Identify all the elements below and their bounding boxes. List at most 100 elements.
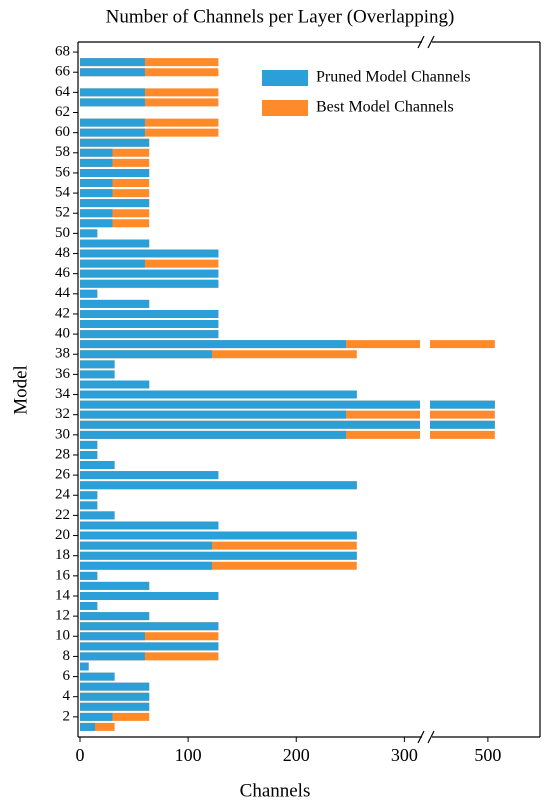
y-tick-label: 48 (55, 245, 70, 261)
bar (80, 128, 145, 137)
bar (80, 309, 219, 318)
x-tick-label: 500 (474, 745, 501, 765)
bar (80, 179, 113, 188)
y-tick-label: 46 (55, 265, 71, 281)
bar (80, 88, 145, 97)
x-tick-label: 200 (283, 745, 310, 765)
y-tick-label: 56 (55, 164, 71, 180)
x-tick-label: 0 (76, 745, 85, 765)
bar (80, 430, 346, 439)
bar (80, 662, 89, 671)
bar (80, 360, 115, 369)
bar (80, 158, 113, 167)
plot-area (80, 58, 495, 731)
legend-label: Best Model Channels (316, 99, 454, 116)
x-tick-label: 100 (175, 745, 202, 765)
bar (80, 320, 219, 329)
bar (80, 249, 219, 258)
bar (80, 672, 115, 681)
bar (80, 330, 219, 339)
y-tick-label: 62 (55, 104, 70, 120)
bar (80, 189, 113, 198)
y-tick-label: 32 (55, 406, 70, 422)
bar (80, 138, 150, 147)
bar (80, 118, 145, 127)
y-tick-label: 30 (55, 426, 70, 442)
y-tick-label: 24 (55, 487, 71, 503)
y-tick-label: 64 (55, 84, 71, 100)
bar (80, 511, 115, 520)
bar (80, 712, 113, 721)
bar (80, 571, 98, 580)
bar (80, 380, 150, 389)
y-tick-label: 12 (55, 608, 70, 624)
bar (80, 531, 357, 540)
y-tick-label: 36 (55, 366, 71, 382)
x-tick-label: 300 (391, 745, 418, 765)
bar (80, 299, 150, 308)
y-tick-label: 54 (55, 185, 71, 201)
bar (80, 632, 145, 641)
bar (80, 259, 145, 268)
bar (80, 440, 98, 449)
bar (80, 420, 495, 429)
bar (80, 501, 98, 510)
y-tick-label: 28 (55, 446, 70, 462)
bar (80, 591, 219, 600)
y-tick-label: 4 (63, 688, 71, 704)
y-tick-label: 60 (55, 124, 70, 140)
bar (80, 390, 357, 399)
bar (80, 722, 96, 731)
bar (80, 551, 357, 560)
bar (80, 340, 346, 349)
y-tick-label: 8 (63, 648, 71, 664)
bar (80, 370, 115, 379)
bar (80, 702, 150, 711)
y-tick-label: 26 (55, 467, 71, 483)
y-tick-label: 42 (55, 305, 70, 321)
bar (80, 450, 98, 459)
bar (80, 410, 346, 419)
bar (80, 461, 115, 470)
bar (80, 622, 219, 631)
y-tick-label: 2 (63, 708, 71, 724)
y-tick-label: 40 (55, 326, 70, 342)
y-tick-label: 14 (55, 587, 71, 603)
bar (80, 58, 145, 67)
y-axis-label: Model (10, 365, 31, 415)
bar (80, 481, 357, 490)
y-tick-label: 52 (55, 205, 70, 221)
bar (80, 612, 150, 621)
y-tick-label: 50 (55, 225, 70, 241)
y-tick-label: 66 (55, 64, 71, 80)
y-tick-label: 38 (55, 346, 70, 362)
bar (80, 269, 219, 278)
bar (80, 239, 150, 248)
y-tick-label: 20 (55, 527, 70, 543)
bar (80, 168, 150, 177)
bar (80, 491, 98, 500)
bar (80, 219, 113, 228)
y-tick-label: 18 (55, 547, 70, 563)
y-tick-label: 22 (55, 507, 70, 523)
y-tick-label: 68 (55, 44, 70, 60)
bar (80, 400, 495, 409)
y-tick-label: 10 (55, 628, 70, 644)
axes-frame (77, 35, 541, 744)
bar (80, 209, 113, 218)
bar (80, 682, 150, 691)
bar (80, 561, 212, 570)
bar (80, 521, 219, 530)
bar (80, 68, 145, 77)
legend-swatch (262, 100, 308, 116)
y-tick-label: 34 (55, 386, 71, 402)
y-tick-label: 6 (63, 668, 71, 684)
bar (80, 602, 98, 611)
bar (80, 199, 150, 208)
bar (80, 148, 113, 157)
bar (80, 229, 98, 238)
bar (80, 692, 150, 701)
y-tick-label: 44 (55, 285, 71, 301)
bar (80, 471, 219, 480)
bar (80, 279, 219, 288)
